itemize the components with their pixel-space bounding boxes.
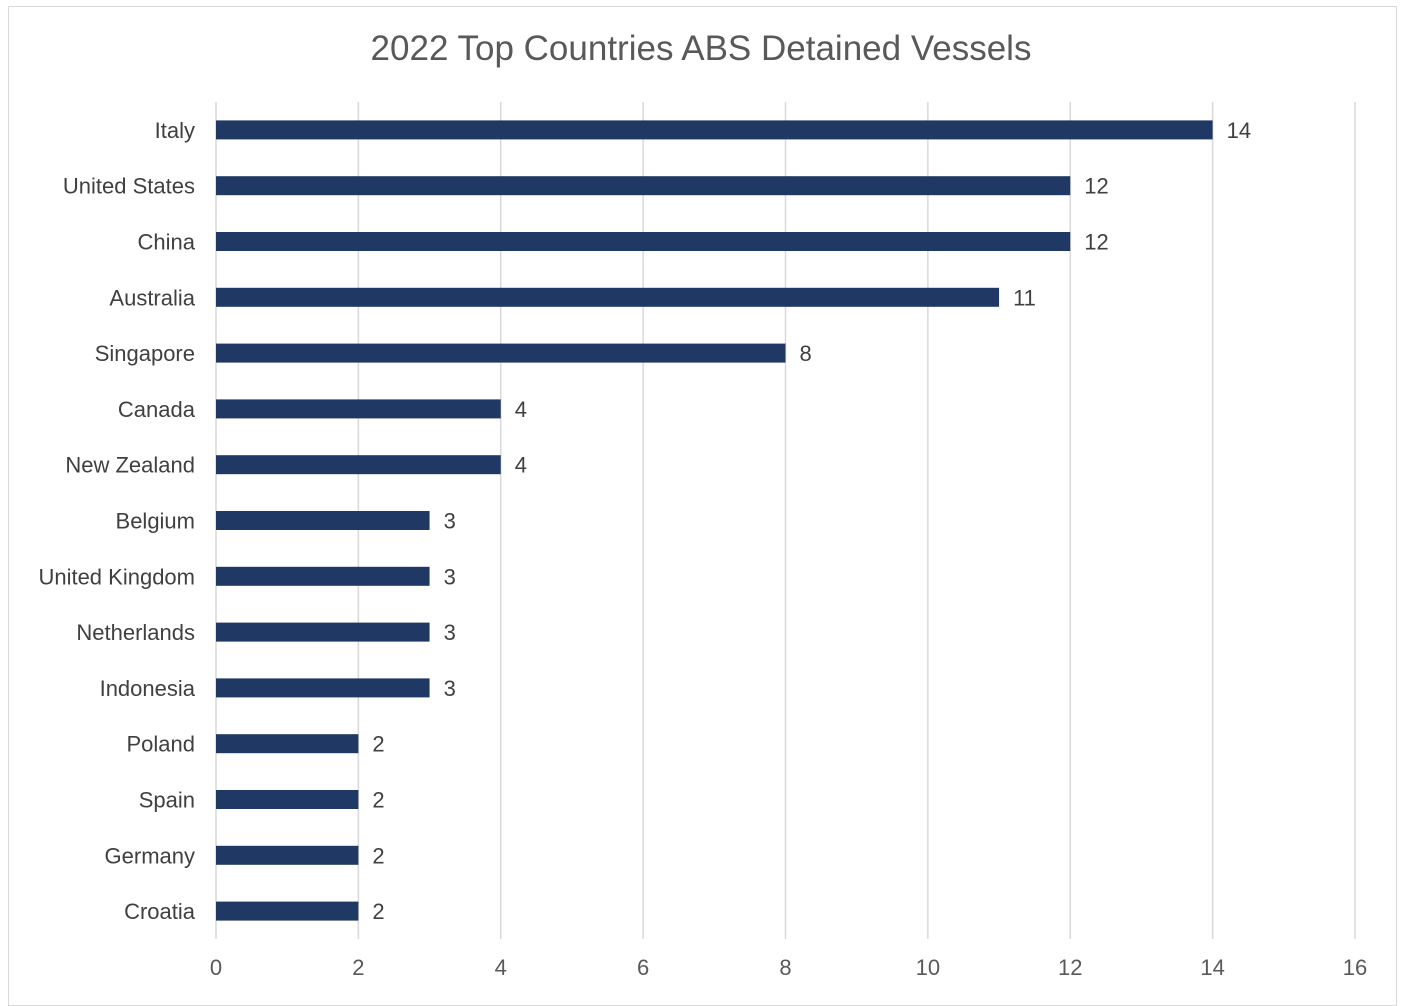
bar <box>216 232 1071 251</box>
bar <box>216 622 430 642</box>
bar <box>216 176 1071 196</box>
category-label: United States <box>63 174 195 199</box>
bar <box>216 734 359 754</box>
x-tick-label: 2 <box>352 955 364 980</box>
category-label: Spain <box>139 788 195 813</box>
bar <box>216 455 501 475</box>
data-label: 11 <box>1013 285 1036 310</box>
data-label: 2 <box>372 899 384 924</box>
category-label: Australia <box>109 285 195 310</box>
x-tick-label: 14 <box>1200 955 1224 980</box>
data-label: 3 <box>444 564 456 589</box>
x-tick-label: 6 <box>637 955 649 980</box>
bar <box>216 287 1000 307</box>
data-labels: 14 12 12 11 8 4 4 3 3 3 3 2 2 2 2 <box>372 118 1251 924</box>
data-label: 4 <box>515 453 527 478</box>
category-label: China <box>138 230 196 255</box>
bar <box>216 845 359 865</box>
data-label: 3 <box>444 676 456 701</box>
data-label: 3 <box>444 509 456 534</box>
data-label: 14 <box>1227 118 1251 143</box>
x-tick-label: 0 <box>210 955 222 980</box>
category-label: Croatia <box>124 899 196 924</box>
category-label: Italy <box>155 118 195 143</box>
x-tick-label: 8 <box>779 955 791 980</box>
x-tick-label: 10 <box>916 955 940 980</box>
category-label: Netherlands <box>76 620 195 645</box>
bars <box>216 120 1213 921</box>
category-labels: Italy United States China Australia Singapor… <box>38 118 195 924</box>
bar <box>216 901 359 921</box>
bar <box>216 678 430 698</box>
data-label: 3 <box>444 620 456 645</box>
category-label: United Kingdom <box>38 564 195 589</box>
bar <box>216 120 1213 140</box>
x-tick-label: 12 <box>1058 955 1082 980</box>
x-tick-label: 16 <box>1343 955 1367 980</box>
x-tick-label: 4 <box>495 955 507 980</box>
category-label: New Zealand <box>65 453 195 478</box>
category-label: Poland <box>126 732 195 757</box>
category-label: Belgium <box>116 509 195 534</box>
x-axis-ticks: 0 2 4 6 8 10 12 14 16 <box>210 955 1367 980</box>
bar <box>216 511 430 530</box>
chart-title: 2022 Top Countries ABS Detained Vessels <box>371 29 1032 68</box>
data-label: 2 <box>372 788 384 813</box>
data-label: 2 <box>372 732 384 757</box>
data-label: 2 <box>372 843 384 868</box>
category-label: Canada <box>118 397 196 422</box>
data-label: 4 <box>515 397 527 422</box>
bar <box>216 790 359 809</box>
bar <box>216 343 786 363</box>
category-label: Indonesia <box>100 676 196 701</box>
data-label: 8 <box>800 341 812 366</box>
category-label: Germany <box>105 843 195 868</box>
category-label: Singapore <box>95 341 195 366</box>
data-label: 12 <box>1084 174 1108 199</box>
bar <box>216 399 501 419</box>
data-label: 12 <box>1084 230 1108 255</box>
bar <box>216 566 430 586</box>
